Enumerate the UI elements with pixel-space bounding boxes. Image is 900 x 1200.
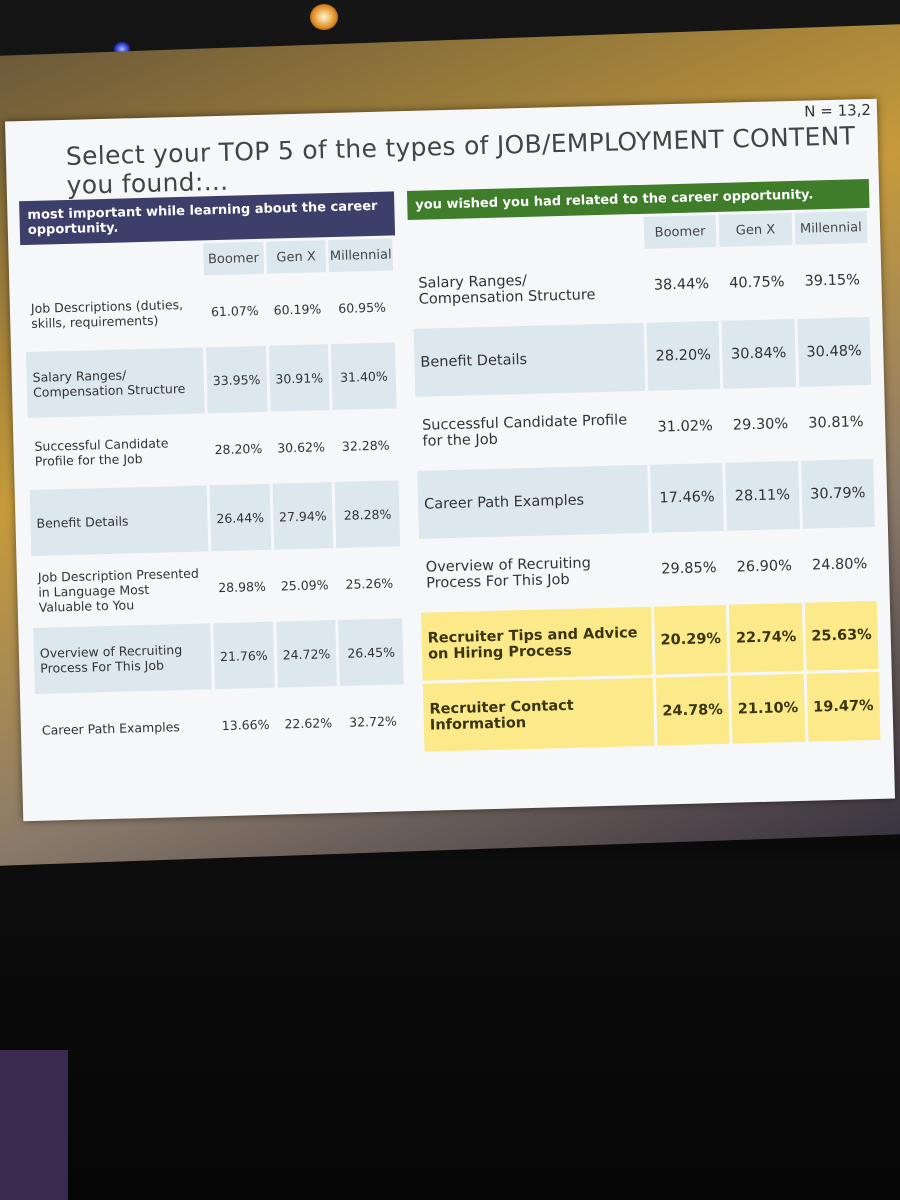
table-row: Successful Candidate Profile for the Job… <box>28 411 399 487</box>
table-row: Recruiter Contact Information 24.78% 21.10… <box>422 671 881 752</box>
table-row: Benefit Details 26.44% 27.94% 28.28% <box>29 480 401 556</box>
row-label: Benefit Details <box>413 322 646 397</box>
table-row: Recruiter Tips and Advice on Hiring Proc… <box>420 600 879 681</box>
sample-size: N = 13,2 <box>804 100 872 121</box>
row-label: Salary Ranges/ Compensation Structure <box>418 272 596 308</box>
cell-value: 19.47% <box>806 671 881 742</box>
row-label: Salary Ranges/ Compensation Structure <box>26 347 205 419</box>
row-label: Overview of Recruiting Process For This … <box>33 623 212 694</box>
cell-value: 26.44% <box>209 483 271 552</box>
column-header: Boomer <box>203 241 264 276</box>
row-label: Career Path Examples <box>417 464 649 539</box>
row-label: Recruiter Contact Information <box>422 677 655 752</box>
cell-value: 38.44% <box>653 276 710 294</box>
cell-value: 27.94% <box>272 482 334 550</box>
row-label: Overview of Recruiting Process For This … <box>425 555 592 592</box>
cell-value: 21.76% <box>213 621 275 690</box>
data-table: Boomer Gen X Millennial Job Descriptions (d… <box>20 235 409 766</box>
row-label: Successful Candidate Profile for the Job <box>421 412 628 450</box>
cell-value: 60.19% <box>273 300 322 318</box>
podium <box>0 1050 68 1200</box>
cell-value: 29.85% <box>661 560 717 578</box>
cell-value: 32.72% <box>348 712 397 730</box>
row-label: Job Descriptions (duties, skills, requir… <box>30 296 184 331</box>
table-head: Boomer Gen X Millennial <box>23 238 394 280</box>
table-row: Salary Ranges/ Compensation Structure 33.… <box>26 342 397 419</box>
row-label: Job Description Presented in Language Mo… <box>37 565 199 615</box>
cell-value: 25.63% <box>804 600 879 671</box>
column-header: Boomer <box>643 214 717 249</box>
cell-value: 32.28% <box>341 437 390 454</box>
table-row: Overview of Recruiting Process For This … <box>419 530 877 610</box>
cell-value: 28.20% <box>214 440 263 457</box>
table-body: Salary Ranges/ Compensation Structure 38.… <box>412 246 881 752</box>
row-label: Benefit Details <box>29 485 209 556</box>
column-header: Millennial <box>328 238 394 273</box>
cell-value: 25.26% <box>345 575 394 592</box>
cell-value: 30.91% <box>268 344 330 412</box>
table: most important while learning about the … <box>19 191 409 766</box>
cell-value: 61.07% <box>210 302 259 319</box>
cell-value: 24.78% <box>655 675 730 746</box>
table-body: Job Descriptions (duties, skills, requir… <box>24 273 405 762</box>
cell-value: 40.75% <box>729 274 785 292</box>
data-table: Boomer Gen X Millennial Salary Ranges/ Comp… <box>408 208 884 755</box>
row-label: Career Path Examples <box>41 718 180 738</box>
table-row: Career Path Examples 13.66% 22.62% 32.72% <box>35 687 406 763</box>
row-label: Recruiter Tips and Advice on Hiring Proc… <box>420 606 653 681</box>
cell-value: 25.09% <box>280 576 329 593</box>
cell-value: 29.30% <box>732 416 789 434</box>
cell-value: 30.48% <box>797 316 872 387</box>
cell-value: 31.40% <box>331 342 397 411</box>
table-row: Job Descriptions (duties, skills, requir… <box>24 273 395 349</box>
column-header: Gen X <box>265 240 327 274</box>
table: you wished you had related to the career… <box>406 178 884 755</box>
column-header: Millennial <box>794 211 868 245</box>
cell-value: 30.81% <box>808 414 864 432</box>
table-row: Benefit Details 28.20% 30.84% 30.48% <box>413 316 872 397</box>
column-header: Gen X <box>718 212 793 247</box>
cell-value: 17.46% <box>649 462 725 533</box>
blank-header <box>23 243 201 280</box>
blank-header <box>411 217 642 255</box>
cell-value: 31.02% <box>657 418 714 436</box>
slide: N = 13,2 Select your TOP 5 of the types … <box>4 98 896 822</box>
table-row: Career Path Examples 17.46% 28.11% 30.79% <box>417 458 875 539</box>
cell-value: 22.74% <box>729 602 804 673</box>
cell-value: 60.95% <box>338 299 387 316</box>
cell-value: 24.80% <box>811 556 868 574</box>
table-row: Job Description Presented in Language Mo… <box>31 549 402 625</box>
cell-value: 26.45% <box>338 618 404 686</box>
table-row: Successful Candidate Profile for the Job… <box>415 388 873 468</box>
table-row: Salary Ranges/ Compensation Structure 38.… <box>412 246 870 326</box>
cell-value: 28.98% <box>217 578 267 595</box>
cell-value: 30.62% <box>277 438 326 456</box>
cell-value: 24.72% <box>275 620 338 688</box>
cell-value: 28.11% <box>725 460 800 531</box>
cell-value: 28.20% <box>646 320 721 391</box>
header-row: Boomer Gen X Millennial <box>23 238 394 280</box>
row-label: Successful Candidate Profile for the Job <box>34 435 169 469</box>
cell-value: 30.84% <box>721 318 796 389</box>
cell-value: 30.79% <box>800 458 875 529</box>
table-row: Overview of Recruiting Process For This … <box>33 618 404 694</box>
cell-value: 39.15% <box>804 272 861 290</box>
cell-value: 26.90% <box>736 558 793 576</box>
cell-value: 21.10% <box>730 673 806 744</box>
stage-light <box>310 4 338 30</box>
cell-value: 33.95% <box>205 345 268 414</box>
cell-value: 28.28% <box>334 480 401 549</box>
cell-value: 13.66% <box>221 716 270 733</box>
cell-value: 22.62% <box>284 714 333 731</box>
cell-value: 20.29% <box>653 604 728 675</box>
